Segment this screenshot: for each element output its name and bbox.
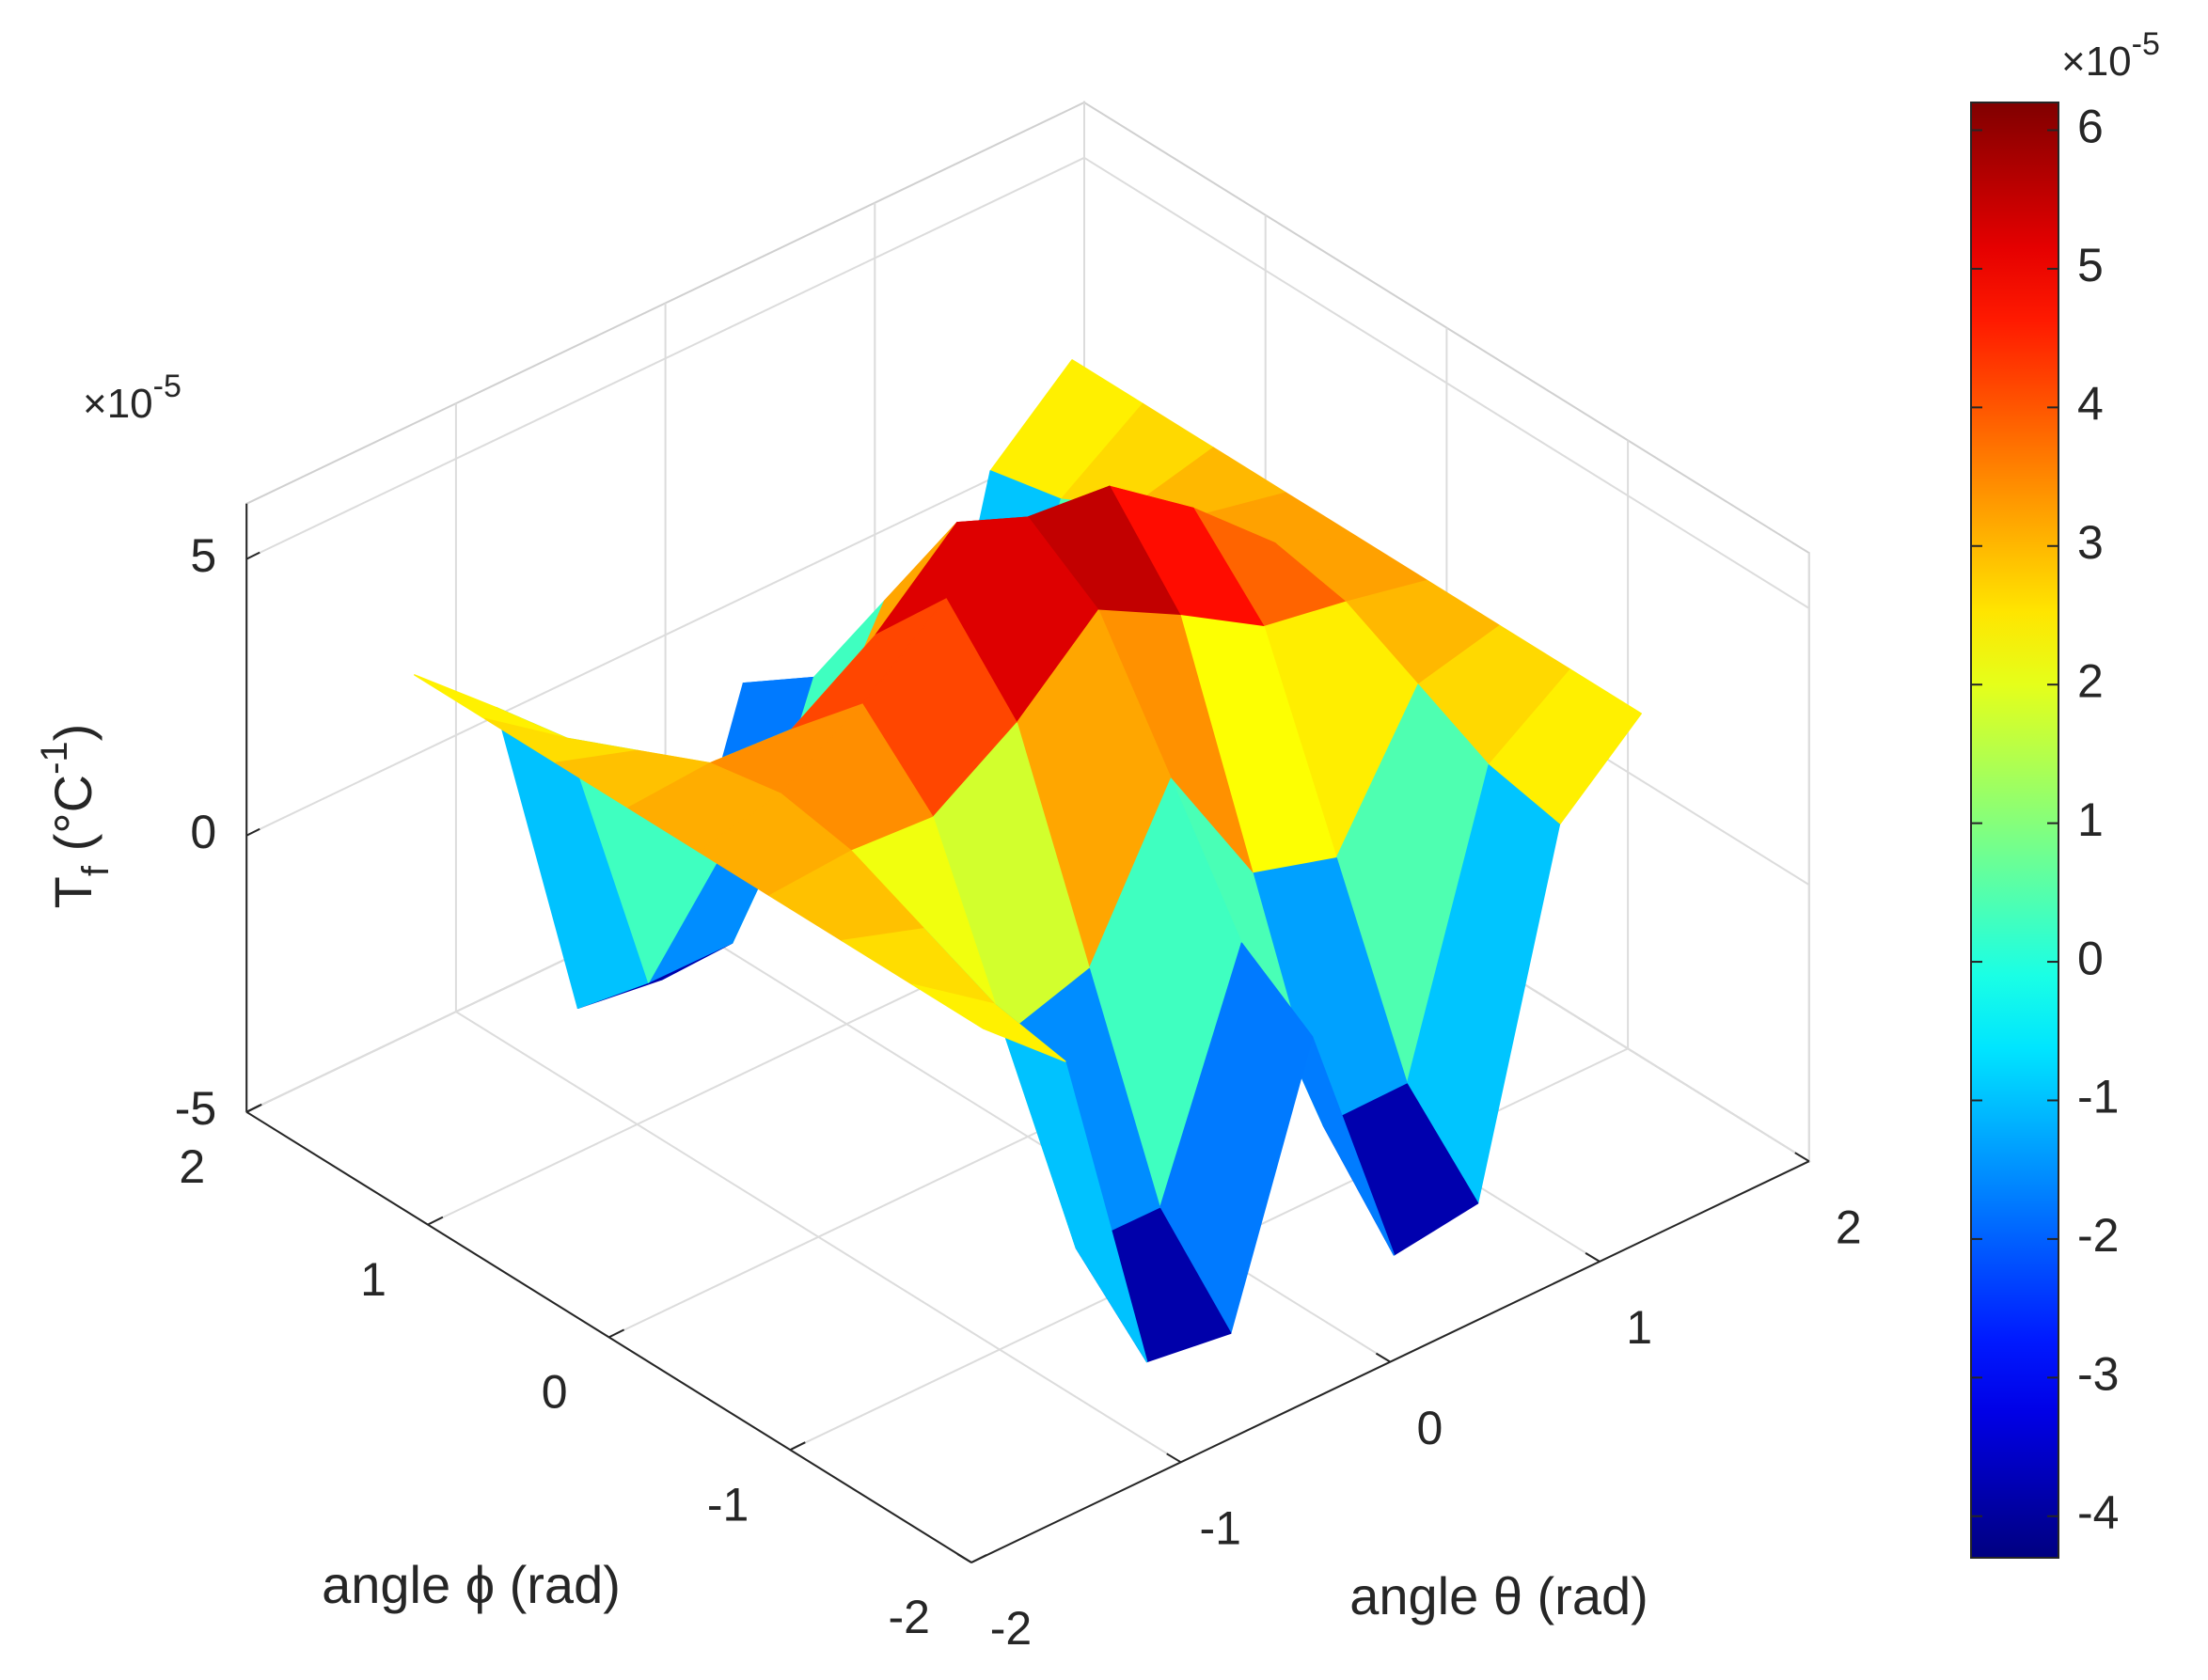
exponent-power: -5 — [153, 369, 181, 404]
colorbar-tick-label: 4 — [2077, 378, 2104, 431]
x-axis-label: angle θ (rad) — [1349, 1566, 1648, 1625]
z-label-part: f — [75, 865, 117, 876]
surface-patch — [911, 983, 1066, 1062]
y-tick-label: -1 — [707, 1478, 749, 1531]
grid-line — [245, 433, 1085, 837]
grid-line — [245, 156, 1085, 560]
colorbar-tick-label: 1 — [2077, 793, 2104, 846]
x-tick — [1166, 1452, 1182, 1464]
z-label-part: (°C — [43, 775, 103, 866]
colorbar-tick-label: 2 — [2077, 654, 2104, 707]
y-axis-label: angle ϕ (rad) — [322, 1555, 621, 1614]
z-tick — [245, 827, 260, 837]
z-label-part: T — [43, 876, 103, 908]
z-tick-label: 5 — [190, 529, 216, 582]
y-tick — [427, 1216, 444, 1226]
colorbar-tick-label: -2 — [2077, 1209, 2119, 1262]
z-tick-label: 0 — [190, 806, 216, 858]
exponent-base: ×10 — [2061, 39, 2132, 85]
colorbar-tick-label: 3 — [2077, 516, 2104, 569]
colorbar-tick-label: 5 — [2077, 239, 2104, 291]
colorbar — [1970, 102, 2059, 1559]
y-tick — [970, 1554, 987, 1563]
x-tick — [1585, 1252, 1601, 1263]
x-tick-label: 1 — [1626, 1301, 1652, 1354]
z-label-part: -1 — [34, 741, 75, 775]
y-tick — [608, 1328, 625, 1339]
z-tick — [245, 551, 260, 560]
colorbar-tick-label: 6 — [2077, 101, 2104, 153]
colorbar-tick-label: -4 — [2077, 1486, 2119, 1539]
z-label-part: ) — [43, 724, 103, 742]
colorbar-tick-label: -3 — [2077, 1348, 2119, 1401]
z-tick-label: -5 — [175, 1082, 216, 1135]
exponent-base: ×10 — [83, 381, 153, 427]
x-tick — [1375, 1352, 1391, 1363]
x-tick-label: 0 — [1416, 1402, 1443, 1454]
x-tick-label: 2 — [1836, 1201, 1862, 1253]
x-tick-label: -1 — [1199, 1502, 1240, 1555]
exponent-power: -5 — [2132, 26, 2160, 62]
x-tick — [956, 1553, 972, 1563]
x-tick-label: -2 — [990, 1602, 1032, 1655]
z-exponent: ×10-5 — [83, 369, 181, 427]
z-axis-label: Tf (°C-1) — [34, 724, 117, 909]
y-tick — [245, 1103, 262, 1113]
y-tick-label: 2 — [179, 1140, 205, 1193]
y-tick-label: 1 — [360, 1253, 386, 1306]
colorbar-tick-label: 0 — [2077, 932, 2104, 984]
colorbar-exponent: ×10-5 — [2061, 26, 2160, 85]
colorbar-tick-label: -1 — [2077, 1071, 2119, 1123]
x-tick — [1794, 1152, 1810, 1163]
grid-line — [1083, 156, 1810, 609]
y-tick — [789, 1441, 806, 1452]
y-tick-label: -2 — [889, 1591, 930, 1643]
y-tick-label: 0 — [542, 1366, 568, 1419]
